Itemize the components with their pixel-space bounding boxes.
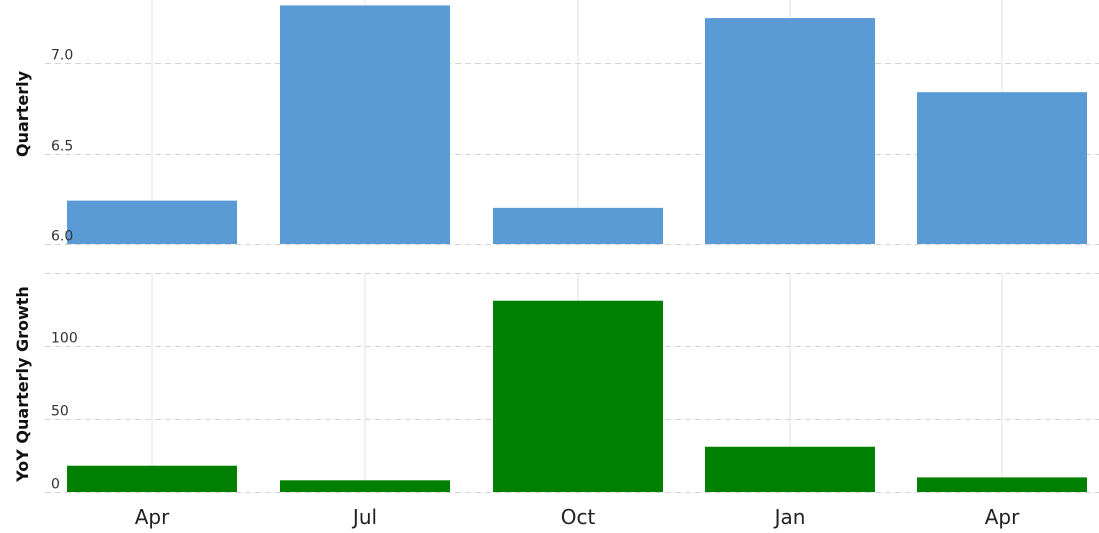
x-tick-label: Apr xyxy=(135,505,170,529)
quarterly-ytick-label: 7.0 xyxy=(51,48,73,64)
yoy-growth-axis-label: YoY Quarterly Growth xyxy=(13,286,32,483)
quarterly-bar xyxy=(917,92,1087,244)
quarterly-axis-label: Quarterly xyxy=(13,70,32,157)
x-tick-label: Oct xyxy=(561,505,596,529)
quarterly-ytick-label: 6.0 xyxy=(51,229,73,245)
yoy-growth-bar xyxy=(67,465,237,492)
yoy-growth-bar xyxy=(705,446,875,492)
yoy-growth-ytick-label: 50 xyxy=(51,404,69,420)
yoy-growth-bar xyxy=(280,480,450,492)
quarterly-panel: 6.0 6.5 7.0 xyxy=(45,0,1099,245)
x-tick-label: Jan xyxy=(773,505,806,529)
yoy-growth-panel: 0 50 100 xyxy=(45,273,1099,493)
yoy-growth-bar xyxy=(493,300,663,492)
x-tick-label: Jul xyxy=(351,505,377,529)
x-tick-label: Apr xyxy=(985,505,1020,529)
yoy-growth-bar xyxy=(917,477,1087,492)
quarterly-ytick-label: 6.5 xyxy=(51,139,73,155)
quarterly-bar xyxy=(280,5,450,244)
yoy-growth-ytick-label: 100 xyxy=(51,331,78,347)
yoy-growth-ytick-label: 0 xyxy=(51,477,60,493)
quarterly-bar xyxy=(67,200,237,244)
quarterly-bar xyxy=(705,18,875,245)
quarterly-bar xyxy=(493,207,663,244)
x-axis: Apr Jul Oct Jan Apr xyxy=(135,505,1020,529)
